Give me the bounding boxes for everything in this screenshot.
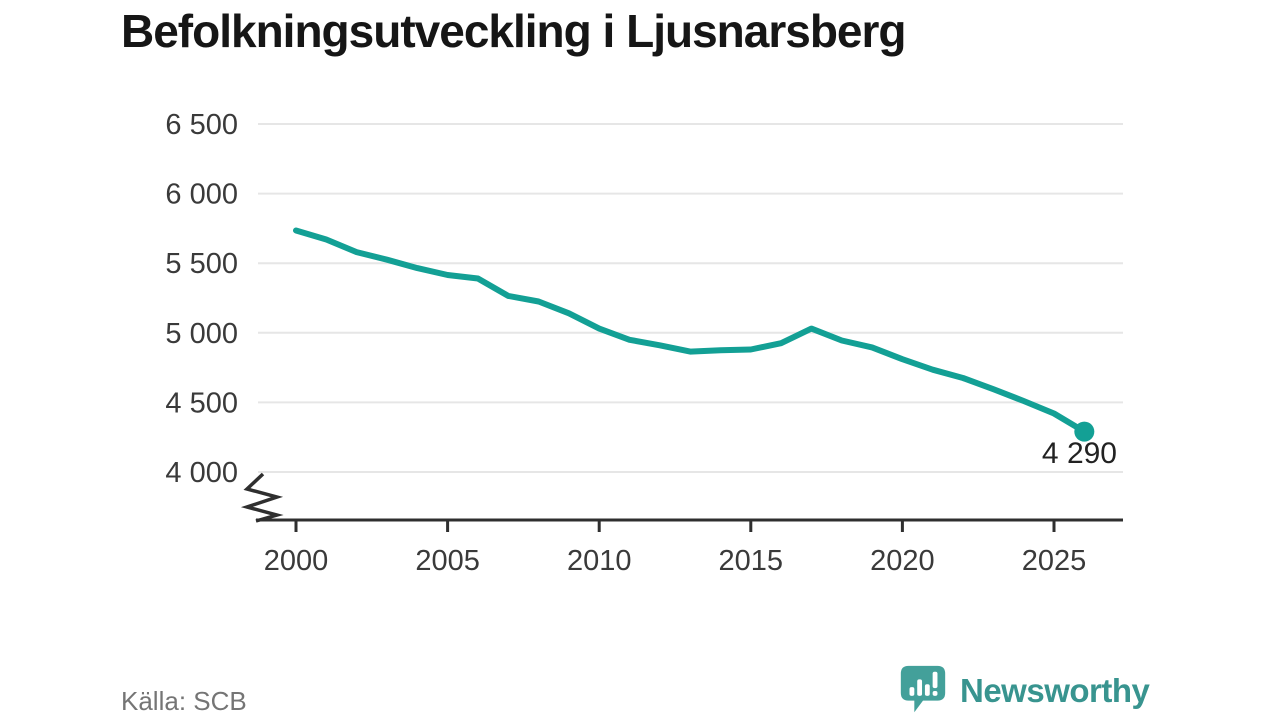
y-axis-label: 5 000	[165, 318, 238, 350]
last-point-value-label: 4 290	[1042, 437, 1117, 470]
logo-exclamation-dot	[932, 691, 938, 696]
speech-bubble-shape	[900, 665, 946, 713]
y-axis-label: 4 500	[165, 387, 238, 419]
x-axis-label: 2015	[719, 545, 784, 577]
logo-bar-3	[924, 684, 930, 696]
last-point-marker	[1074, 421, 1095, 442]
y-axis-label: 6 000	[165, 179, 238, 211]
population-line-chart: 6 500 6 000 5 500 5 000 4 500 4 000 2000 2005 20…	[165, 109, 1123, 577]
source-label: Källa: SCB	[121, 686, 247, 716]
logo-bar-2	[917, 679, 923, 696]
x-axis-label: 2010	[567, 545, 632, 577]
x-axis-label: 2025	[1022, 545, 1087, 577]
x-axis-label: 2000	[264, 545, 329, 577]
y-axis-break-zigzag	[240, 472, 284, 523]
population-line	[293, 227, 1088, 435]
y-axis-label: 6 500	[165, 109, 238, 141]
newsworthy-speech-bubble-chart-icon	[900, 665, 946, 713]
x-axis-label: 2005	[415, 545, 480, 577]
newsworthy-wordmark: Newsworthy	[960, 672, 1150, 709]
x-axis-label: 2020	[870, 545, 935, 577]
logo-exclamation-bar	[932, 671, 938, 689]
y-axis-label: 5 500	[165, 248, 238, 280]
logo-bar-1	[909, 687, 915, 696]
newsworthy-logo: Newsworthy	[897, 664, 1150, 718]
y-axis-label: 4 000	[165, 457, 238, 489]
chart-title: Befolkningsutveckling i Ljusnarsberg	[121, 5, 906, 57]
